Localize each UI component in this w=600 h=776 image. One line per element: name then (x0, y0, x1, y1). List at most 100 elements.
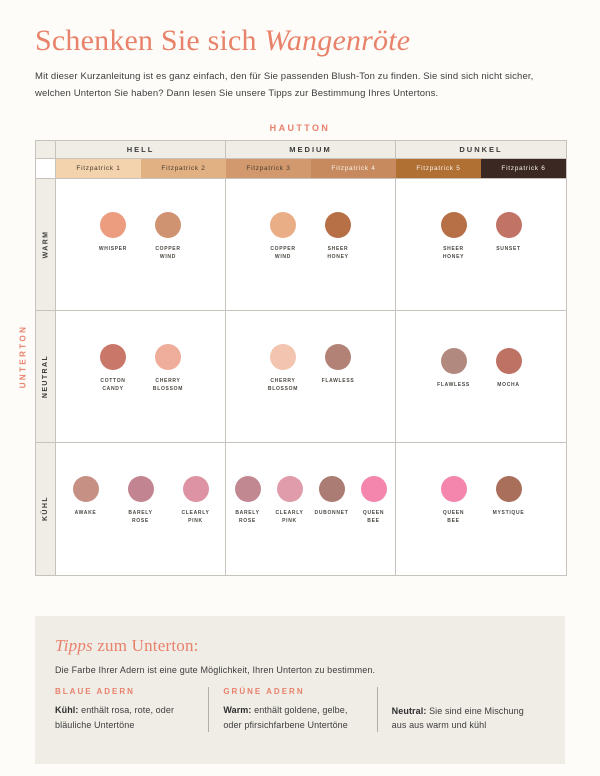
tips-divider (376, 686, 378, 733)
column-group-medium: MEDIUM (226, 140, 396, 159)
swatch-name: BARELY ROSE (235, 510, 260, 525)
fitzpatrick-cell: Fitzpatrick 4 (311, 158, 396, 179)
swatch-dot (440, 476, 467, 503)
swatch: CHERRY BLOSSOM (260, 343, 306, 393)
shade-matrix-grid: HELL MEDIUM DUNKEL Fitzpatrick 1 Fitzpatrick… (35, 139, 567, 576)
swatch: WHISPER (90, 211, 136, 253)
swatch-dot (100, 343, 126, 370)
swatch: SHEER HONEY (431, 211, 477, 261)
swatch-dot (270, 211, 296, 238)
swatch: BARELY ROSE (118, 476, 164, 525)
matrix-cell: COPPER WIND SHEER HONEY (226, 178, 396, 311)
swatch-name: COPPER WIND (270, 245, 296, 260)
swatch-row: WHISPER COPPER WIND (90, 211, 191, 261)
swatch: COTTON CANDY (90, 343, 136, 393)
tips-lead: Neutral: (391, 705, 427, 716)
tips-column-body: Kühl: enthält rosa, rote, oder bläuliche… (55, 703, 196, 732)
column-group-hell: HELL (56, 140, 226, 159)
swatch-row: AWAKE BARELY ROSE CLEARLY PINK (63, 476, 219, 525)
fitzpatrick-cell: Fitzpatrick 1 (56, 158, 141, 179)
swatch: FLAWLESS (315, 343, 361, 385)
matrix-cell: QUEEN BEE MYSTIQUE (396, 442, 566, 575)
tips-column-body: Warm: enthält goldene, gelbe, oder pfirs… (223, 703, 364, 732)
swatch-name: QUEEN BEE (442, 510, 465, 525)
matrix-cell: CHERRY BLOSSOM FLAWLESS (226, 310, 396, 443)
swatch: QUEEN BEE (431, 476, 477, 525)
swatch-dot (495, 211, 522, 238)
column-axis-label: HAUTTON (269, 122, 331, 133)
tips-columns: BLAUE ADERN Kühl: enthält rosa, rote, od… (55, 686, 545, 733)
swatch-name: SUNSET (496, 245, 521, 252)
tips-title-rest: zum Unterton: (92, 635, 199, 655)
swatch-name: CLEARLY PINK (275, 510, 304, 525)
swatch: FLAWLESS (431, 347, 477, 389)
swatch-name: SHEER HONEY (327, 245, 349, 260)
swatch-dot (182, 476, 209, 503)
tips-intro: Die Farbe Ihrer Adern ist eine gute Mögl… (55, 664, 376, 675)
tips-column-blue-veins: BLAUE ADERN Kühl: enthält rosa, rote, od… (55, 687, 208, 733)
matrix-cell: COTTON CANDY CHERRY BLOSSOM (56, 310, 226, 443)
swatch-name: AWAKE (74, 510, 97, 517)
swatch-dot (440, 211, 467, 238)
swatch-row: COPPER WIND SHEER HONEY (260, 211, 361, 261)
swatch-name: DUBONNET (314, 510, 349, 517)
swatch-dot (360, 476, 387, 503)
swatch: MOCHA (486, 347, 532, 389)
tips-body-text: enthält goldene, gelbe, oder pfirsichfar… (223, 705, 348, 730)
swatch-dot (325, 343, 351, 370)
swatch: DUBONNET (312, 476, 351, 517)
fitzpatrick-cell: Fitzpatrick 3 (226, 158, 311, 179)
row-axis-label: UNTERTON (18, 324, 28, 388)
matrix-cell: WHISPER COPPER WIND (56, 178, 226, 311)
swatch-name: FLAWLESS (321, 377, 355, 384)
fitzpatrick-cell: Fitzpatrick 2 (141, 158, 226, 179)
swatch-dot (495, 347, 522, 374)
page-title-regular: Schenken Sie sich (35, 24, 265, 57)
tips-section: Tipps zum Unterton: Die Farbe Ihrer Ader… (35, 615, 565, 764)
swatch: SHEER HONEY (315, 211, 361, 261)
swatch-row: QUEEN BEE MYSTIQUE (431, 476, 532, 525)
swatch-row: BARELY ROSE CLEARLY PINK DUBONNET QUEEN BEE (228, 476, 393, 525)
tips-body-text: Sie sind eine Mischung aus aus warm und … (391, 705, 524, 731)
swatch-dot (127, 476, 154, 503)
tips-column-body: Neutral: Sie sind eine Mischung aus aus … (392, 704, 533, 733)
tips-body-text: enthält rosa, rote, oder bläuliche Unter… (55, 705, 175, 730)
fitzpatrick-cell: Fitzpatrick 6 (481, 158, 566, 179)
swatch-dot (325, 211, 351, 238)
swatch: BARELY ROSE (228, 476, 267, 525)
swatch-name: CHERRY BLOSSOM (152, 377, 184, 392)
swatch-name: MOCHA (497, 381, 520, 388)
matrix-cell: FLAWLESS MOCHA (396, 310, 566, 443)
swatch: COPPER WIND (260, 211, 306, 261)
swatch-name: WHISPER (98, 245, 128, 252)
column-group-dunkel: DUNKEL (396, 140, 566, 159)
swatch-dot (495, 476, 522, 503)
swatch-row: CHERRY BLOSSOM FLAWLESS (260, 343, 361, 393)
swatch-dot (100, 211, 126, 238)
swatch-name: CHERRY BLOSSOM (267, 377, 299, 392)
swatch: CLEARLY PINK (270, 476, 309, 525)
fitzpatrick-cell: Fitzpatrick 5 (396, 158, 481, 179)
swatch-name: SHEER HONEY (442, 245, 465, 260)
row-label-kühl: KÜHL (36, 442, 56, 575)
swatch: AWAKE (63, 476, 109, 517)
swatch: CHERRY BLOSSOM (145, 343, 191, 393)
swatch-dot (234, 476, 261, 503)
tips-column-header: BLAUE ADERN (55, 686, 135, 696)
swatch-dot (440, 347, 467, 374)
tips-lead: Kühl: (55, 705, 79, 716)
row-label-text: KÜHL (42, 496, 50, 522)
row-label-warm: WARM (36, 178, 56, 311)
swatch-dot (276, 476, 303, 503)
tips-title-italic: Tipps (55, 635, 93, 655)
swatch-name: COPPER WIND (155, 245, 181, 260)
swatch: QUEEN BEE (354, 476, 393, 525)
swatch: CLEARLY PINK (173, 476, 219, 525)
swatch-dot (155, 211, 181, 238)
matrix-cell: AWAKE BARELY ROSE CLEARLY PINK (56, 442, 226, 575)
tips-column-green-veins: GRÜNE ADERN Warm: enthält goldene, gelbe… (223, 687, 376, 733)
swatch: SUNSET (486, 211, 532, 253)
page-title-italic: Wangenröte (264, 24, 411, 57)
